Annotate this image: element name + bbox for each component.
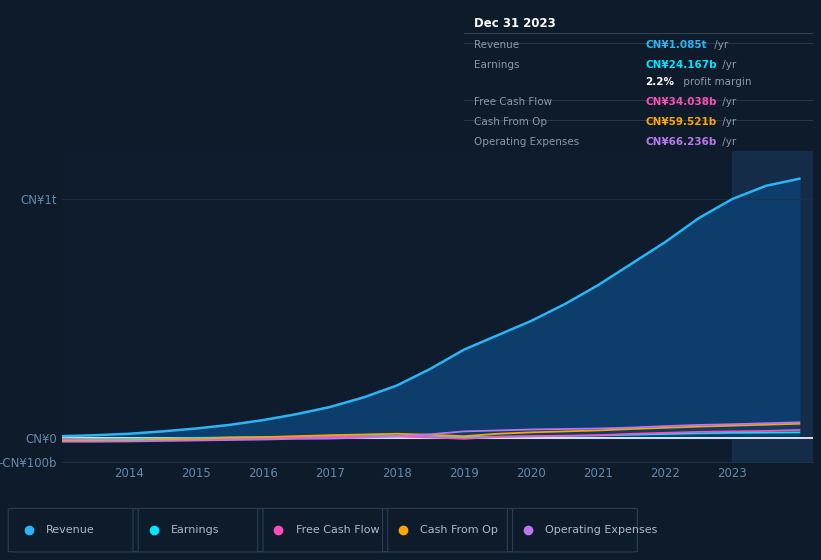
Text: CN¥66.236b: CN¥66.236b: [645, 137, 717, 147]
Text: /yr: /yr: [718, 137, 736, 147]
Text: Revenue: Revenue: [475, 40, 520, 50]
Text: /yr: /yr: [711, 40, 728, 50]
Text: Earnings: Earnings: [475, 60, 520, 70]
Text: Earnings: Earnings: [171, 525, 219, 535]
Text: /yr: /yr: [718, 117, 736, 127]
Text: Free Cash Flow: Free Cash Flow: [475, 97, 553, 107]
Text: Cash From Op: Cash From Op: [420, 525, 498, 535]
Text: Revenue: Revenue: [46, 525, 94, 535]
Text: Operating Expenses: Operating Expenses: [475, 137, 580, 147]
Text: Dec 31 2023: Dec 31 2023: [475, 17, 556, 30]
Text: /yr: /yr: [718, 97, 736, 107]
Text: CN¥34.038b: CN¥34.038b: [645, 97, 717, 107]
Text: profit margin: profit margin: [680, 77, 752, 87]
Text: CN¥24.167b: CN¥24.167b: [645, 60, 717, 70]
Text: Cash From Op: Cash From Op: [475, 117, 548, 127]
Text: CN¥59.521b: CN¥59.521b: [645, 117, 717, 127]
Text: CN¥1.085t: CN¥1.085t: [645, 40, 707, 50]
Text: 2.2%: 2.2%: [645, 77, 674, 87]
Text: Free Cash Flow: Free Cash Flow: [296, 525, 379, 535]
Text: Operating Expenses: Operating Expenses: [545, 525, 658, 535]
Text: /yr: /yr: [718, 60, 736, 70]
Bar: [732, 151, 813, 462]
